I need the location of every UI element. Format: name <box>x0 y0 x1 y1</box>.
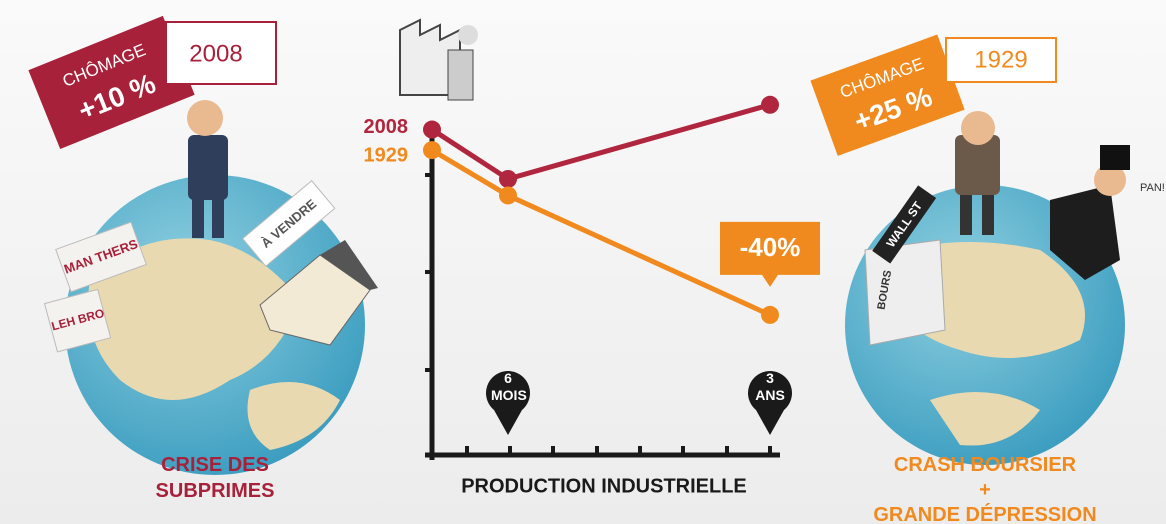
infographic: MAN THERS LEH BRO À VENDRE CHÔMAGE +10 %… <box>0 0 1166 524</box>
series-label: 2008 <box>364 116 409 138</box>
point <box>761 96 779 114</box>
series-line <box>432 105 770 179</box>
point <box>761 306 779 324</box>
caption: GRANDE DÉPRESSION <box>835 502 1135 524</box>
sound-text: PAN! <box>1140 182 1165 194</box>
point <box>423 141 441 159</box>
point <box>499 170 517 188</box>
right-tag: CHÔMAGE +25 % <box>810 34 964 155</box>
category-label: 3 ANS <box>753 370 787 404</box>
caption: + <box>835 477 1135 503</box>
series-label: 1929 <box>364 144 409 166</box>
left-illustration: MAN THERS LEH BRO À VENDRE <box>45 100 378 475</box>
point <box>423 121 441 139</box>
caption: CRISE DES SUBPRIMES <box>130 452 300 504</box>
point <box>499 186 517 204</box>
year: 1929 <box>974 46 1027 73</box>
x-axis-label: PRODUCTION INDUSTRIELLE <box>461 475 747 497</box>
factory-icon <box>400 20 478 100</box>
caption: CRASH BOURSIER <box>835 452 1135 478</box>
series-line <box>432 150 770 315</box>
right-illustration: BOURS WALL ST PAN! <box>845 111 1165 465</box>
category-label: 6 MOIS <box>491 370 525 404</box>
value-label: -40% <box>740 232 801 262</box>
year: 2008 <box>189 40 242 67</box>
scene: MAN THERS LEH BRO À VENDRE CHÔMAGE +10 %… <box>0 0 1166 524</box>
